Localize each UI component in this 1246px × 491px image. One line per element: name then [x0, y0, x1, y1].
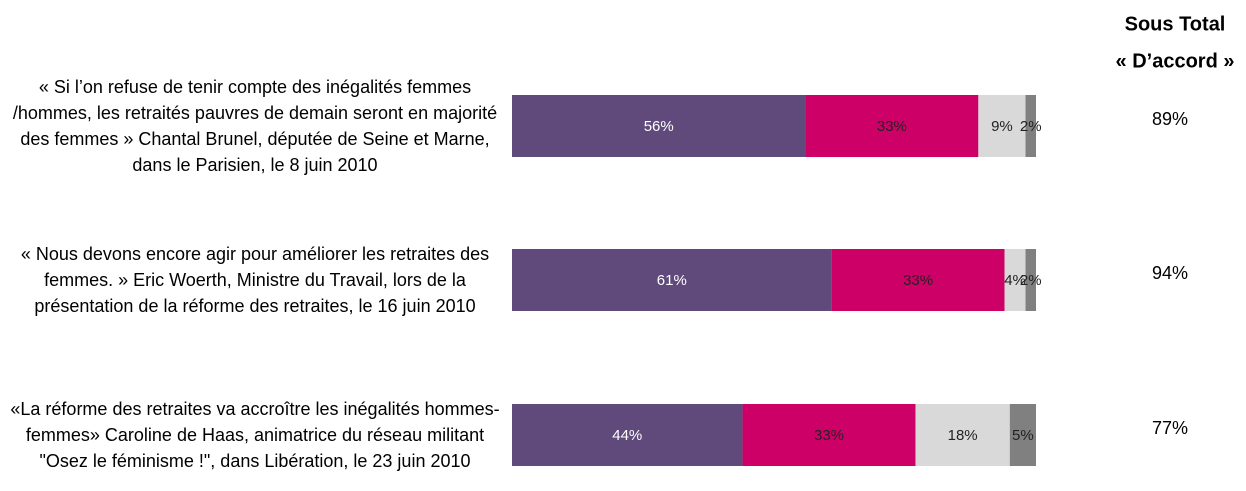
bar-segment	[831, 249, 1005, 311]
value-label: 33%	[903, 272, 933, 289]
bar-segment	[512, 249, 832, 311]
value-label: 33%	[877, 118, 907, 135]
value-label: 44%	[612, 427, 642, 444]
subtotal-title: Sous Total	[1125, 13, 1226, 35]
value-label: 61%	[657, 272, 687, 289]
bar-segment	[512, 404, 743, 466]
value-label: 5%	[1012, 427, 1034, 444]
bar-segment	[512, 95, 806, 157]
value-label: 2%	[1020, 118, 1042, 135]
value-label: 33%	[814, 427, 844, 444]
category-label: « Nous devons encore agir pour améliorer…	[20, 244, 490, 316]
bar-segment	[1004, 249, 1026, 311]
value-label: 9%	[991, 118, 1013, 135]
bar-segment	[805, 95, 979, 157]
value-label: 2%	[1020, 272, 1042, 289]
subtotal-value: 89%	[1152, 109, 1188, 129]
subtotal-value: 77%	[1152, 418, 1188, 438]
bar-segment	[915, 404, 1010, 466]
value-label: 4%	[1004, 272, 1026, 289]
subtotal-title: « D’accord »	[1116, 50, 1235, 72]
category-label: « Si l’on refuse de tenir compte des iné…	[12, 77, 498, 175]
value-label: 18%	[948, 427, 978, 444]
value-label: 56%	[644, 118, 674, 135]
bar-segment	[1025, 249, 1036, 311]
bar-segment	[978, 95, 1026, 157]
bar-segment	[1025, 95, 1036, 157]
bar-segment	[742, 404, 916, 466]
subtotal-value: 94%	[1152, 263, 1188, 283]
bar-segment	[1009, 404, 1036, 466]
category-label: «La réforme des retraites va accroître l…	[10, 399, 500, 471]
